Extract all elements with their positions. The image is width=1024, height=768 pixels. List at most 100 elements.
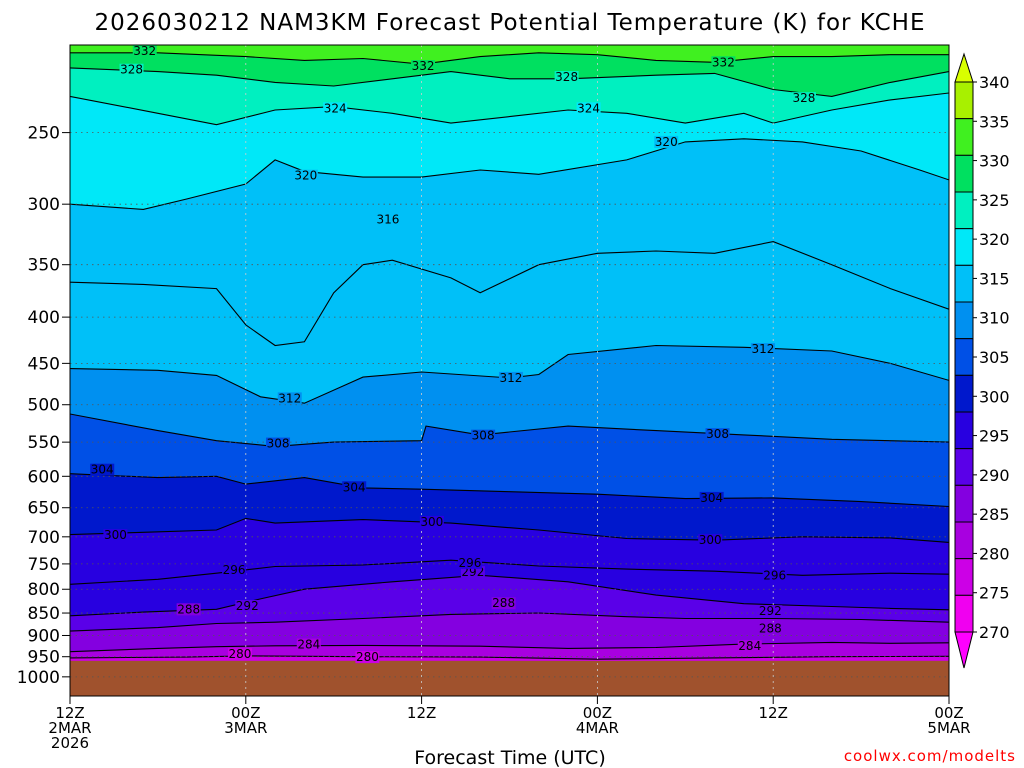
contour-label-bg [491, 597, 516, 610]
ytick-label: 750 [28, 555, 60, 575]
isoline-288 [70, 612, 949, 632]
contour-label-320: 320 [294, 169, 317, 183]
colorbar-box [954, 81, 974, 120]
contour-label-bg [758, 622, 783, 635]
contour-label-332: 332 [712, 55, 735, 69]
contour-label-296: 296 [223, 563, 246, 577]
contour-label-bg [457, 556, 482, 569]
contour-label-288: 288 [759, 621, 782, 635]
colorbar-label: 315 [979, 269, 1010, 288]
contour-label-bg [471, 429, 496, 442]
contour-label-328: 328 [793, 91, 816, 105]
isoline-316 [70, 241, 949, 347]
contour-label-bg [699, 491, 724, 504]
contour-label-bg [750, 343, 775, 356]
colorbar-box [954, 558, 974, 596]
contour-label-bg [737, 640, 762, 653]
contour-label-bg [791, 92, 816, 105]
contour-label-bg [355, 651, 380, 664]
contour-label-bg [296, 638, 321, 651]
contour-label-324: 324 [577, 101, 600, 115]
colorbar-box [954, 191, 974, 230]
y-axis-ticks: 2503003504004505005506006507007508008509… [17, 124, 70, 688]
contour-label-280: 280 [228, 647, 251, 661]
ytick-label: 900 [28, 626, 60, 646]
contour-label-312: 312 [278, 391, 301, 405]
terrain-fill [70, 660, 949, 696]
isoline-280 [70, 655, 949, 660]
contour-label-bg [90, 463, 115, 476]
colorbar-box [954, 374, 974, 413]
contour-label-332: 332 [133, 44, 156, 58]
contour-label-292: 292 [759, 604, 782, 618]
contour-label-bg [711, 56, 736, 69]
contour-label-292: 292 [236, 599, 259, 613]
contour-label-bg [419, 515, 444, 528]
contour-label-316: 316 [376, 213, 399, 227]
contour-label-bg [227, 648, 252, 661]
colorbar: 340 335 330 325 320 315 310 305 300 295 290 285 280 2… [954, 52, 1010, 669]
ytick-label: 400 [28, 308, 60, 328]
contour-label-bg [132, 44, 157, 57]
colorbar-box [954, 448, 974, 486]
contour-label-328: 328 [555, 70, 578, 84]
credit-link[interactable]: coolwx.com/modelts [844, 747, 1016, 765]
ytick-label: 600 [28, 467, 60, 487]
contour-label-288: 288 [492, 596, 515, 610]
colorbar-arrow-top [954, 52, 974, 83]
contour-label-bg [460, 566, 485, 579]
colorbar-label: 335 [979, 112, 1010, 131]
colorbar-label: 325 [979, 191, 1010, 210]
isoline-320 [70, 138, 949, 210]
xtick-label: 00Z [583, 704, 612, 722]
contour-label-bg [705, 428, 730, 441]
contour-label-bg [277, 392, 302, 405]
xtick-label: 12Z [55, 704, 84, 722]
contour-label-bg [176, 603, 201, 616]
contour-label-332: 332 [412, 59, 435, 73]
xtick-label: 5MAR [927, 719, 970, 737]
contour-label-296: 296 [458, 556, 481, 570]
colorbar-label: 275 [979, 584, 1010, 603]
contour-label-bg [554, 71, 579, 84]
ytick-label: 850 [28, 604, 60, 624]
colorbar-label: 290 [979, 466, 1010, 485]
ytick-label: 650 [28, 499, 60, 519]
colorbar-label: 340 [979, 73, 1010, 92]
contour-label-bg [576, 102, 601, 115]
contour-label-280: 280 [356, 650, 379, 664]
contour-label-bg [762, 569, 787, 582]
colorbar-label: 330 [979, 152, 1010, 171]
contour-label-308: 308 [267, 437, 290, 451]
ytick-label: 450 [28, 354, 60, 374]
contour-label-312: 312 [751, 342, 774, 356]
contour-label-bg [342, 481, 367, 494]
xtick-label: 12Z [407, 704, 436, 722]
contour-label-bg [119, 63, 144, 76]
contour-label-bg [758, 605, 783, 618]
contour-label-304: 304 [91, 463, 114, 477]
xtick-label: 00Z [934, 704, 963, 722]
xtick-label: 00Z [231, 704, 260, 722]
ytick-label: 250 [28, 124, 60, 144]
contour-label-284: 284 [738, 639, 761, 653]
contour-label-bg [375, 213, 400, 226]
contour-label-308: 308 [472, 429, 495, 443]
colorbar-box [954, 154, 974, 193]
xtick-label: 2026 [51, 734, 89, 752]
ytick-label: 950 [28, 648, 60, 668]
colorbar-box [954, 228, 974, 266]
xtick-label: 12Z [759, 704, 788, 722]
contour-label-284: 284 [297, 638, 320, 652]
xtick-label: 4MAR [576, 719, 619, 737]
isoline-284 [70, 641, 949, 653]
isoline-296 [70, 559, 949, 585]
contour-label-304: 304 [700, 491, 723, 505]
contour-label-312: 312 [500, 371, 523, 385]
isoline-308 [70, 413, 949, 447]
colorbar-arrow-bottom [954, 631, 974, 669]
contour-label-bg [698, 534, 723, 547]
ytick-label: 700 [28, 528, 60, 548]
ytick-label: 1000 [17, 668, 60, 688]
